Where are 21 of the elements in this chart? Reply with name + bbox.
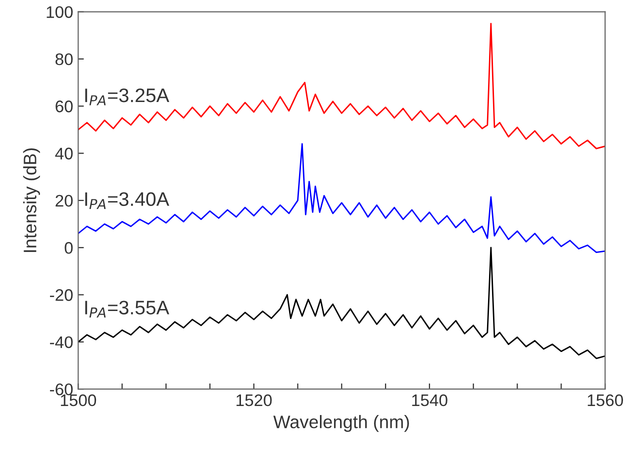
x-tick-label: 1500 bbox=[60, 394, 96, 406]
series-label: I$_{PA}$=3.55A bbox=[85, 300, 170, 318]
line-series bbox=[78, 246, 606, 360]
y-tick-label: 40 bbox=[55, 148, 73, 160]
y-tick-label: 80 bbox=[56, 53, 73, 66]
x-tick-label: 1540 bbox=[412, 394, 448, 406]
y-axis-title: Intensity (dB) bbox=[23, 148, 40, 252]
series-label: I$_{PA}$=3.40A bbox=[85, 192, 170, 209]
x-tick-label: 1560 bbox=[588, 394, 623, 406]
y-tick-label: 60 bbox=[56, 100, 73, 112]
x-tick-label: 1520 bbox=[236, 394, 272, 406]
y-tick-label: -60 bbox=[50, 383, 73, 396]
line-series bbox=[78, 22, 606, 150]
y-tick-label: -40 bbox=[50, 336, 73, 348]
series-label: I$_{PA}$=3.25A bbox=[85, 88, 170, 106]
line-series bbox=[78, 143, 606, 254]
y-tick-label: 100 bbox=[46, 6, 73, 18]
y-tick-label: 0 bbox=[64, 242, 73, 254]
y-tick-label: 20 bbox=[56, 194, 73, 207]
y-tick-label: -20 bbox=[50, 289, 73, 301]
x-axis-title: Wavelength (nm) bbox=[273, 415, 409, 432]
